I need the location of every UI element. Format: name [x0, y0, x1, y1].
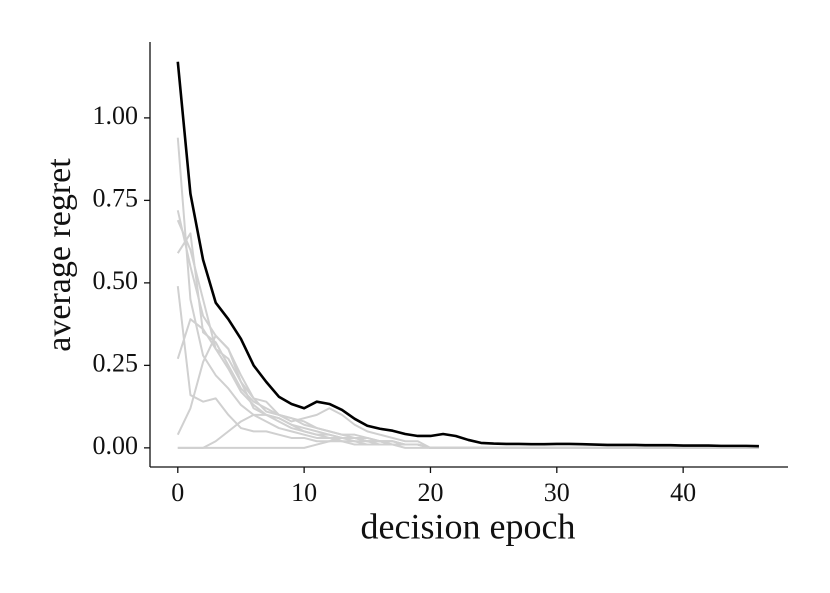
x-tick-label: 10: [291, 478, 317, 507]
series-line: [177, 436, 759, 449]
x-tick-label: 20: [417, 478, 443, 507]
x-tick-label: 30: [544, 478, 570, 507]
x-axis-label: decision epoch: [361, 506, 576, 546]
series-line: [176, 210, 759, 449]
y-axis-label: average regret: [41, 158, 78, 352]
y-tick-label: 0.00: [93, 431, 139, 460]
series-line: [176, 318, 759, 449]
x-tick-label: 40: [670, 478, 696, 507]
y-tick-label: 1.00: [93, 101, 139, 130]
x-tick-label: 0: [171, 478, 184, 507]
y-tick-label: 0.25: [93, 348, 139, 377]
series-line: [176, 61, 759, 448]
series-line: [176, 286, 759, 449]
y-tick-label: 0.75: [93, 183, 139, 212]
y-tick-label: 0.50: [93, 266, 139, 295]
